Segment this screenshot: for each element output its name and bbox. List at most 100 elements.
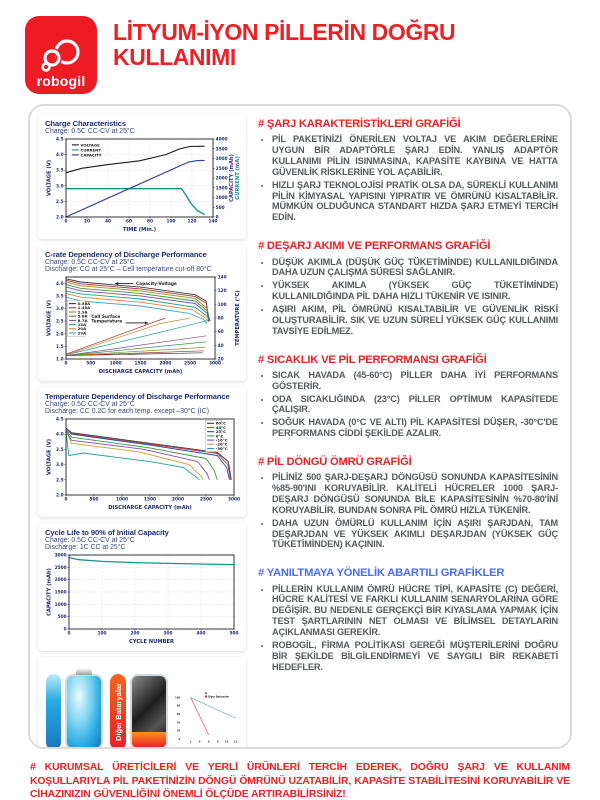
chart-title: Cycle Life to 90% of Initial Capacity: [45, 528, 169, 537]
svg-text:400: 400: [197, 631, 206, 637]
section-sarj-karakteristikleri: # ŞARJ KARAKTERİSTİKLERİ GRAFİĞİ PİL PAK…: [258, 118, 558, 225]
svg-text:4000: 4000: [216, 137, 228, 143]
svg-text:0: 0: [65, 497, 68, 503]
svg-text:2.0: 2.0: [56, 331, 64, 337]
svg-text:300: 300: [164, 631, 173, 637]
svg-text:20: 20: [218, 357, 224, 363]
svg-text:8: 8: [217, 739, 219, 743]
chart-panel-temperature: Temperature Dependency of Discharge Perf…: [38, 387, 246, 517]
bullet-item: YÜKSEK AKIMLA (YÜKSEK GÜÇ TÜKETİMİNDE) K…: [272, 280, 558, 302]
svg-text:200: 200: [131, 631, 140, 637]
bullet-item: PİL PAKETİNİZİ ÖNERİLEN VOLTAJ VE AKIM D…: [272, 134, 558, 177]
svg-text:1.5: 1.5: [56, 344, 64, 350]
svg-text:4: 4: [199, 739, 201, 743]
bullet-item: AŞIRI AKIM, PİL ÖMRÜNÜ KISALTABİLİR VE G…: [272, 304, 558, 337]
section-heading: # ŞARJ KARAKTERİSTİKLERİ GRAFİĞİ: [258, 118, 461, 130]
section-desarj-akimi: # DEŞARJ AKIMI VE PERFORMANS GRAFİĞİ DÜŞ…: [258, 240, 558, 338]
svg-text:0: 0: [68, 631, 71, 637]
svg-text:1000: 1000: [116, 497, 128, 503]
chart-subtitle: Charge: 0.5C CC-CV at 25°C: [45, 401, 135, 408]
svg-text:140: 140: [209, 219, 218, 225]
robogil-logo: robogil: [25, 16, 97, 94]
svg-text:1500: 1500: [216, 185, 228, 191]
svg-text:2500: 2500: [184, 361, 196, 367]
svg-text:CAPACITY (mAh): CAPACITY (mAh): [229, 154, 235, 202]
chart-title: Temperature Dependency of Discharge Perf…: [45, 392, 230, 401]
svg-text:4.0: 4.0: [56, 152, 64, 158]
section-heading: # SICAKLIK VE PİL PERFORMANSI GRAFİĞİ: [258, 353, 487, 366]
section-heading: # YANILTMAYA YÖNELİK ABARTILI GRAFİKLER: [258, 567, 505, 580]
svg-text:100: 100: [218, 302, 227, 308]
crate-discharge-chart: 0 500 1000 1500 2000 2500 3000 1.0 1.5 2.0 2.5 3.0 3…: [47, 275, 242, 376]
svg-text:3.0: 3.0: [56, 462, 64, 468]
svg-text:DISCHARGE CAPACITY (mAh): DISCHARGE CAPACITY (mAh): [99, 369, 183, 375]
chart-subtitle: Discharge: 1C CC at 25°C: [45, 544, 126, 551]
text-column: # ŞARJ KARAKTERİSTİKLERİ GRAFİĞİ PİL PAK…: [256, 114, 562, 739]
robogil-logo-icon: [41, 39, 80, 72]
chart-subtitle: Discharge: CC at 25°C – Cell temperature…: [45, 266, 212, 273]
svg-text:CURRENT (mA): CURRENT (mA): [235, 156, 241, 199]
bullet-item: ROBOGİL, FİRMA POLİTİKASI GEREĞİ MÜŞTERİ…: [272, 640, 558, 673]
svg-text:2500: 2500: [216, 166, 228, 172]
content-card: Charge Characteristics Charge: 0.5C CC-C…: [28, 104, 572, 749]
low-battery-illustration: [130, 674, 168, 747]
svg-text:2: 2: [190, 739, 192, 743]
page-title: LİTYUM-İYON PİLLERİN DOĞRU KULLANIMI: [113, 19, 456, 70]
svg-text:TEMPERATURE (°C): TEMPERATURE (°C): [235, 290, 241, 345]
svg-text:2000: 2000: [159, 361, 171, 367]
svg-text:2500: 2500: [55, 565, 67, 571]
charge-characteristics-chart: 0 20 40 60 80 100 120 140 2.0 2.5 3.0 3.5 4.0 4.5 0 500…: [47, 137, 242, 234]
svg-text:1000: 1000: [55, 602, 67, 608]
svg-text:VOLTAGE (V): VOLTAGE (V): [47, 439, 53, 475]
svg-text:40: 40: [177, 720, 181, 724]
svg-text:120: 120: [218, 288, 227, 294]
svg-text:CAPACITY: CAPACITY: [80, 152, 101, 157]
svg-text:2.9A: 2.9A: [78, 309, 88, 314]
header: robogil LİTYUM-İYON PİLLERİN DOĞRU KULLA…: [0, 0, 600, 102]
svg-text:25°C: 25°C: [216, 429, 226, 434]
svg-text:8.7A: 8.7A: [78, 318, 88, 323]
battery-terminal: [141, 674, 157, 675]
chart-title: Charge Characteristics: [45, 119, 126, 128]
svg-text:Cell Surface: Cell Surface: [91, 314, 120, 320]
chart-subtitle: Charge: 0.5C CC-CV at 25°C: [45, 259, 135, 266]
banner-label: Diğer Bataryalar: [113, 683, 123, 741]
svg-text:15A: 15A: [78, 322, 86, 327]
svg-text:20A: 20A: [78, 326, 86, 331]
svg-text:40: 40: [218, 343, 224, 349]
svg-text:1000: 1000: [216, 195, 228, 201]
section-yaniltici-grafikler: # YANILTMAYA YÖNELİK ABARTILI GRAFİKLER …: [258, 567, 558, 674]
svg-text:100: 100: [167, 219, 176, 225]
svg-text:CAPACITY (mAh): CAPACITY (mAh): [47, 568, 53, 616]
svg-text:2000: 2000: [55, 577, 67, 583]
svg-text:12: 12: [234, 739, 238, 743]
svg-text:500: 500: [216, 205, 225, 211]
svg-text:500: 500: [86, 361, 95, 367]
svg-text:2.0: 2.0: [56, 493, 64, 499]
svg-text:-30°C: -30°C: [216, 446, 228, 451]
chart-title: C-rate Dependency of Discharge Performan…: [45, 250, 207, 259]
cycle-comparison-chart: 2 4 6 8 10 12 0 20 40 60 80 100 Diğer Bataryalar: [175, 692, 238, 743]
svg-text:10: 10: [225, 739, 229, 743]
svg-text:3000: 3000: [228, 497, 240, 503]
svg-text:100: 100: [98, 631, 107, 637]
svg-text:2.5: 2.5: [56, 319, 64, 325]
svg-text:5.8A: 5.8A: [78, 314, 88, 319]
chart-panel-crate: C-rate Dependency of Discharge Performan…: [38, 245, 246, 381]
svg-text:3.0: 3.0: [56, 183, 64, 189]
svg-text:Capacity-Voltage: Capacity-Voltage: [136, 281, 177, 287]
blue-capacity-bar: [45, 674, 61, 747]
chart-subtitle: Charge: 0.5C CC-CV at 25°C: [45, 537, 135, 544]
svg-text:40: 40: [105, 219, 111, 225]
svg-text:0: 0: [216, 215, 219, 221]
svg-text:-10°C: -10°C: [216, 437, 228, 442]
chart-subtitle: Discharge: CC 0.2C for each temp. except…: [45, 408, 209, 415]
section-heading: # DEŞARJ AKIMI VE PERFORMANS GRAFİĞİ: [258, 240, 491, 253]
chart-subtitle: Charge: 0.5C CC-CV at 25°C: [45, 128, 135, 135]
svg-text:VOLTAGE (V): VOLTAGE (V): [47, 300, 53, 336]
svg-text:500: 500: [90, 497, 99, 503]
logo-text: robogil: [36, 73, 86, 89]
svg-text:1500: 1500: [144, 497, 156, 503]
bullet-item: DÜŞÜK AKIMLA (DÜŞÜK GÜÇ TÜKETİMİNDE) KUL…: [272, 257, 558, 279]
svg-text:60: 60: [218, 329, 224, 335]
